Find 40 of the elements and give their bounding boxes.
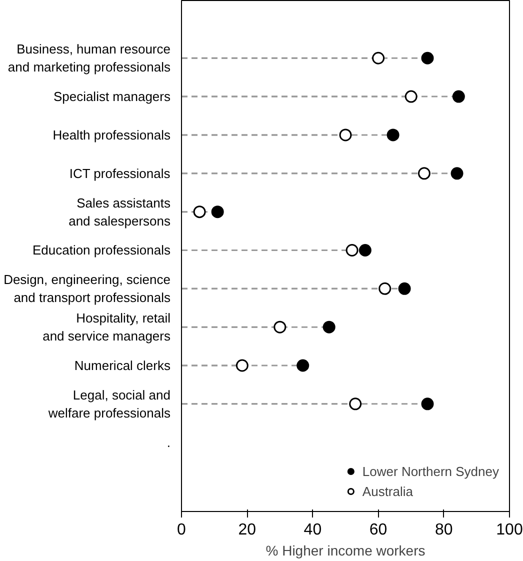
point bbox=[450, 167, 464, 180]
x-tick-label: 80 bbox=[435, 522, 453, 538]
y-tick-label: ICT professionals bbox=[69, 166, 171, 181]
y-tick-label: Business, human resource and marketing professionals bbox=[8, 42, 171, 75]
point bbox=[421, 398, 434, 410]
point bbox=[322, 320, 336, 334]
point bbox=[386, 128, 400, 142]
point bbox=[236, 359, 248, 372]
y-tick-label: Numerical clerks bbox=[74, 358, 171, 373]
x-tick-label: 100 bbox=[496, 522, 523, 538]
y-tick-label: Legal, social and welfare professionals bbox=[47, 387, 171, 420]
point bbox=[452, 90, 465, 103]
y-tick-label: Design, engineering, science and transport professionals bbox=[4, 272, 171, 306]
x-tick-label: 60 bbox=[369, 522, 388, 538]
x-tick-label: 40 bbox=[304, 522, 322, 538]
y-tick-label: Education professionals bbox=[32, 242, 171, 258]
x-axis-title: % Higher income workers bbox=[266, 542, 426, 558]
point bbox=[404, 90, 418, 103]
legend-label: Australia bbox=[362, 484, 413, 498]
point bbox=[211, 206, 224, 218]
x-tick-label: 0 bbox=[177, 522, 186, 538]
point bbox=[421, 52, 434, 64]
point bbox=[274, 320, 286, 334]
point bbox=[358, 244, 372, 256]
y-tick-label: Hospitality, retail and service managers bbox=[42, 310, 171, 344]
y-tick-label: Specialist managers bbox=[53, 89, 171, 104]
point bbox=[346, 244, 358, 256]
legend-label: Lower Northern Sydney bbox=[362, 464, 499, 478]
point bbox=[418, 167, 430, 180]
point bbox=[378, 282, 392, 295]
point bbox=[372, 52, 385, 64]
y-tick-label: . bbox=[166, 434, 171, 450]
y-tick-label: Health professionals bbox=[52, 127, 171, 142]
point bbox=[193, 206, 206, 218]
point bbox=[349, 398, 362, 410]
y-tick-label: Sales assistants and salespersons bbox=[68, 195, 171, 228]
point bbox=[296, 359, 310, 372]
x-tick-label: 20 bbox=[238, 522, 256, 538]
point bbox=[398, 282, 411, 295]
point bbox=[339, 128, 352, 142]
